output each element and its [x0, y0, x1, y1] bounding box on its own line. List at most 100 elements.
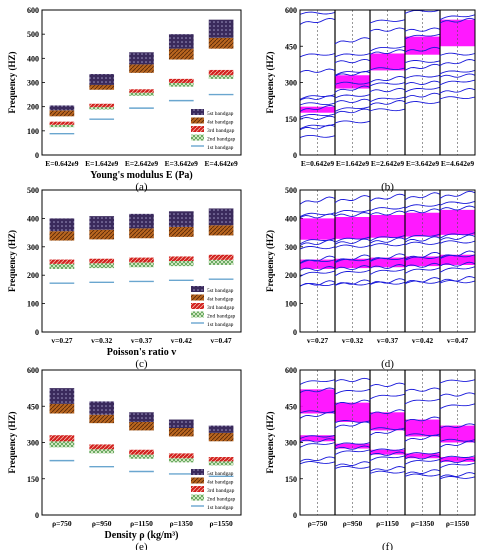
bandgap-bar-1 [49, 124, 75, 128]
dispersion-curve [439, 250, 476, 259]
dispersion-curve [404, 63, 441, 71]
dispersion-curve [299, 11, 336, 15]
dispersion-curve [439, 462, 476, 469]
bandgap-bar-2 [89, 103, 115, 108]
dispersion-curve [404, 455, 441, 460]
dispersion-curve [334, 58, 371, 64]
panel-caption: (d) [381, 358, 394, 370]
bandgap-bar-2 [208, 254, 234, 260]
bandgap-bar-1 [208, 259, 234, 265]
bandgap-bar-3 [49, 231, 75, 241]
legend-label: 1st bandgap [207, 505, 234, 511]
y-tick-label: 300 [27, 439, 39, 448]
bandgap-bar-2 [208, 457, 234, 462]
bandgap-region [300, 218, 335, 240]
x-tick-label: ρ=950 [92, 519, 112, 528]
bandgap-bar-3 [89, 229, 115, 240]
dispersion-curve [439, 276, 476, 283]
dispersion-curve [404, 251, 441, 260]
x-tick-label: ρ=1350 [411, 519, 435, 528]
dispersion-curve [404, 33, 441, 40]
dispersion-curve [334, 120, 371, 124]
legend-label: 2nd bandgap [207, 497, 236, 503]
dispersion-curve [439, 403, 476, 410]
y-tick-label: 0 [35, 511, 39, 520]
bandgap-bar-4 [89, 74, 115, 85]
bandgap-region [405, 256, 440, 267]
dispersion-curve [334, 399, 371, 406]
x-axis-label: Young's modulus E (Pa) [90, 170, 193, 181]
y-tick-label: 100 [27, 127, 39, 136]
bandgap-bar-2 [168, 453, 194, 459]
y-tick-label: 200 [285, 271, 297, 280]
x-tick-label: ρ=950 [343, 519, 363, 528]
dispersion-curve [334, 465, 371, 470]
y-tick-label: 100 [27, 300, 39, 309]
x-tick-label: v=0.37 [131, 336, 152, 345]
dispersion-curve [334, 388, 371, 395]
panel-e: 0 150 300 450 600 Frequency (HZ) ρ=750 ρ=950 ρ=1… [7, 366, 242, 550]
bandgap-bar-4 [129, 52, 154, 65]
bandgap-bar-1 [89, 449, 115, 454]
x-tick-label: E=2.642e9 [371, 159, 404, 168]
dispersion-curve [369, 87, 406, 93]
dispersion-curve [404, 267, 441, 274]
dispersion-curve [404, 469, 441, 475]
dispersion-curve [369, 264, 406, 269]
y-tick-label: 450 [27, 402, 39, 411]
dispersion-curve [369, 49, 406, 55]
dispersion-curve [334, 81, 371, 85]
bandgap-bar-4 [208, 19, 234, 38]
dispersion-curve [404, 60, 441, 64]
dispersion-curve [334, 420, 371, 424]
dispersion-curve [404, 458, 441, 465]
y-tick-label: 300 [285, 439, 297, 448]
x-axis-label: Density ρ (kg/m³) [105, 530, 179, 541]
bandgap-region [370, 53, 405, 71]
x-tick-label: E=1.642e9 [85, 159, 118, 168]
dispersion-curve [439, 14, 476, 21]
dispersion-curve [439, 96, 476, 100]
bandgap-bar-2 [89, 444, 115, 450]
plot-frame-top-b [299, 9, 476, 156]
dispersion-curve [299, 255, 336, 264]
panel-caption: (c) [135, 358, 148, 370]
legend-label: 1st bandgap [207, 145, 234, 151]
legend-swatch [191, 477, 204, 484]
dispersion-curve [334, 265, 371, 271]
bandgap-bar-4 [129, 412, 154, 422]
dispersion-curve [369, 108, 406, 112]
y-tick-label: 300 [27, 79, 39, 88]
panel-f: 0 150 300 450 600 Frequency (HZ) ρ=750 ρ=950 ρ=1… [265, 366, 476, 550]
bandgap-region [300, 259, 335, 269]
x-tick-label: v=0.42 [171, 336, 192, 345]
legend-label: 3rd bandgap [207, 305, 235, 311]
dispersion-curve [334, 238, 371, 245]
y-tick-label: 0 [35, 151, 39, 160]
y-tick-label: 150 [285, 475, 297, 484]
bandgap-region [370, 449, 405, 455]
y-tick-label: 400 [27, 54, 39, 63]
x-tick-label: v=0.27 [51, 336, 72, 345]
y-axis-label: Frequency (HZ) [265, 411, 275, 473]
dispersion-curve [334, 94, 371, 99]
dispersion-curve [439, 261, 476, 267]
y-tick-label: 600 [285, 6, 297, 15]
bandgap-bar-2 [49, 259, 75, 264]
y-tick-label: 0 [293, 511, 297, 520]
bandgap-region [405, 212, 440, 237]
dispersion-curve [369, 382, 406, 387]
dispersion-curve [369, 210, 406, 216]
x-tick-label: E=2.642e9 [125, 159, 158, 168]
dispersion-curve [369, 27, 406, 32]
panel-a: 0 100 200 300 400 500 600 Frequency (HZ) E=0.642… [7, 6, 242, 193]
y-tick-label: 500 [27, 30, 39, 39]
legend-swatch [191, 126, 204, 132]
dispersion-curve [439, 73, 476, 78]
y-tick-label: 300 [27, 243, 39, 252]
x-tick-label: v=0.47 [211, 336, 232, 345]
dispersion-curve [299, 442, 336, 448]
dispersion-curve [369, 455, 406, 462]
bandgap-bar-3 [208, 37, 234, 49]
x-tick-label: v=0.32 [342, 336, 363, 345]
